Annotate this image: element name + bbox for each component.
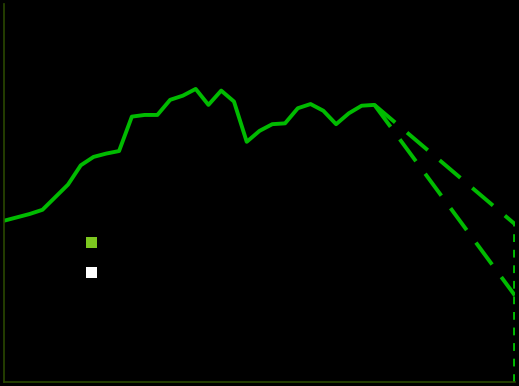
FancyBboxPatch shape bbox=[86, 267, 97, 278]
FancyBboxPatch shape bbox=[86, 237, 97, 248]
